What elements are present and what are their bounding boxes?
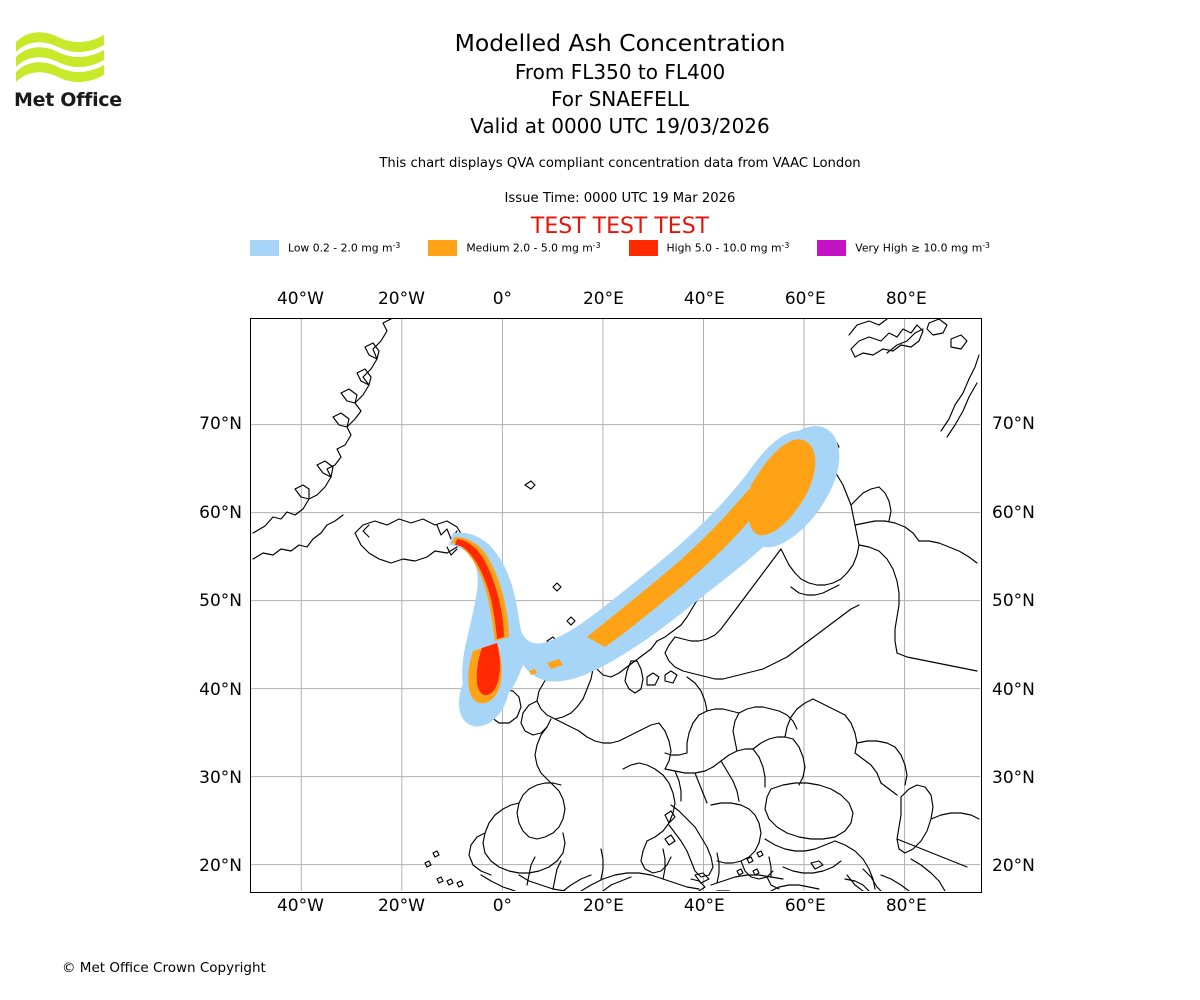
lon-tick-bottom-20°E: 20°E (582, 896, 624, 916)
map-canvas (251, 319, 980, 891)
legend-label-high: High 5.0 - 10.0 mg m-3 (666, 241, 790, 255)
lat-tick-right-60°N: 60°N (992, 502, 1035, 523)
lon-tick-bottom-0°: 0° (492, 896, 513, 916)
met-office-logo: Met Office (14, 28, 124, 113)
lon-tick-bottom-60°E: 60°E (784, 896, 826, 916)
met-office-wave-mark (16, 32, 104, 83)
lon-tick-bottom-80°E: 80°E (885, 896, 927, 916)
lon-tick-bottom-40°E: 40°E (683, 896, 725, 916)
lat-tick-left-20°N: 20°N (199, 856, 242, 877)
lon-tick-top-20°E: 20°E (582, 289, 624, 309)
map-plot-area (250, 318, 982, 893)
lat-tick-left-60°N: 60°N (199, 502, 242, 523)
test-banner: TEST TEST TEST (530, 214, 710, 239)
legend-swatch-medium (428, 240, 458, 256)
valid-time: Valid at 0000 UTC 19/03/2026 (470, 114, 770, 138)
lat-tick-left-30°N: 30°N (199, 768, 242, 788)
issue-time: Issue Time: 0000 UTC 19 Mar 2026 (504, 191, 736, 206)
lon-tick-top-80°E: 80°E (885, 289, 927, 309)
met-office-wordmark: Met Office (14, 89, 122, 111)
legend-label-low: Low 0.2 - 2.0 mg m-3 (288, 241, 401, 255)
legend-item-medium: Medium 2.0 - 5.0 mg m-3 (428, 240, 601, 256)
legend-label-very-high: Very High ≥ 10.0 mg m-3 (855, 241, 990, 255)
lat-tick-right-30°N: 30°N (992, 768, 1035, 788)
concentration-legend: Low 0.2 - 2.0 mg m-3 Medium 2.0 - 5.0 mg… (250, 240, 990, 256)
lon-tick-top-20°W: 20°W (377, 289, 425, 309)
lat-tick-right-40°N: 40°N (992, 679, 1035, 700)
lon-tick-top-60°E: 60°E (784, 289, 826, 309)
lat-tick-left-50°N: 50°N (199, 591, 242, 612)
lon-tick-top-40°E: 40°E (683, 289, 725, 309)
copyright-notice: © Met Office Crown Copyright (62, 960, 266, 976)
volcano-name: For SNAEFELL (550, 87, 689, 111)
page-title: Modelled Ash Concentration (454, 29, 786, 57)
map-gridlines (251, 319, 980, 891)
legend-swatch-low (250, 240, 279, 256)
legend-item-high: High 5.0 - 10.0 mg m-3 (628, 240, 790, 256)
legend-label-medium: Medium 2.0 - 5.0 mg m-3 (466, 241, 601, 255)
legend-item-low: Low 0.2 - 2.0 mg m-3 (250, 240, 400, 256)
lat-tick-left-70°N: 70°N (199, 414, 242, 435)
lon-tick-bottom-20°W: 20°W (377, 896, 425, 916)
lon-tick-top-40°W: 40°W (276, 289, 324, 309)
chart-title-block: Modelled Ash Concentration From FL350 to… (250, 28, 990, 140)
lat-tick-right-20°N: 20°N (992, 856, 1035, 877)
qva-note: This chart displays QVA compliant concen… (379, 156, 861, 171)
legend-swatch-very-high (817, 240, 847, 256)
lat-tick-right-70°N: 70°N (992, 414, 1035, 435)
flight-level-range: From FL350 to FL400 (514, 60, 726, 84)
legend-swatch-high (628, 240, 658, 256)
lon-tick-bottom-40°W: 40°W (276, 896, 324, 916)
lat-tick-right-50°N: 50°N (992, 591, 1035, 612)
lat-tick-left-40°N: 40°N (199, 679, 242, 700)
ash-plume-high-contour (455, 539, 504, 696)
lon-tick-top-0°: 0° (492, 289, 513, 309)
legend-item-very-high: Very High ≥ 10.0 mg m-3 (817, 240, 990, 256)
